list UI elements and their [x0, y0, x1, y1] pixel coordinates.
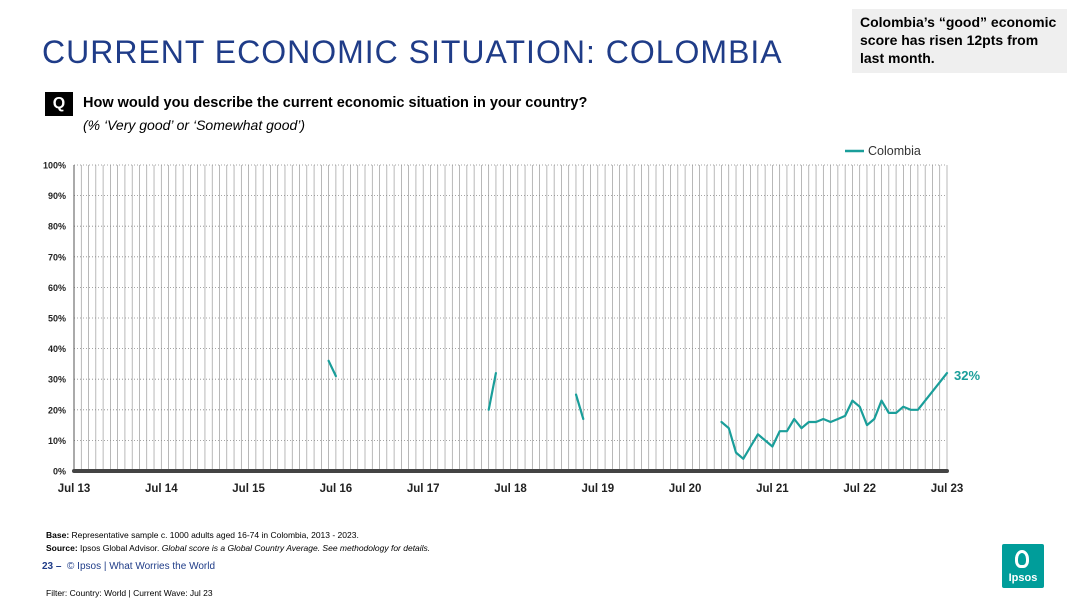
question-subtitle: (% ‘Very good’ or ‘Somewhat good’): [83, 117, 306, 133]
x-tick-label: Jul 15: [232, 483, 265, 495]
source-text: Ipsos Global Advisor.: [80, 543, 160, 553]
line-chart: 0% 10% 20% 30% 40% 50% 60% 70% 80% 90% 100% Jul 13 J…: [43, 144, 980, 496]
x-tick-label: Jul 18: [494, 483, 527, 495]
chart-axes: 0% 10% 20% 30% 40% 50% 60% 70% 80% 90% 100% Jul 13 J…: [43, 161, 963, 496]
page-footer-text: © Ipsos | What Worries the World: [67, 561, 216, 572]
series-line-colombia: [720, 372, 949, 460]
chart-legend: Colombia: [845, 144, 921, 158]
page-number: 23 –: [42, 561, 62, 572]
x-tick-label: Jul 17: [407, 483, 440, 495]
y-tick-label: 50%: [48, 314, 66, 324]
x-tick-label: Jul 20: [669, 483, 702, 495]
y-tick-label: 100%: [43, 161, 66, 171]
x-tick-label: Jul 14: [145, 483, 178, 495]
base-text: Representative sample c. 1000 adults age…: [71, 530, 359, 540]
series-line-colombia: [487, 372, 497, 411]
y-tick-label: 10%: [48, 436, 66, 446]
y-tick-label: 90%: [48, 191, 66, 201]
x-tick-label: Jul 13: [58, 483, 91, 495]
chart-series: [327, 359, 949, 460]
chart-grid: [73, 164, 948, 471]
y-tick-label: 20%: [48, 405, 66, 415]
x-tick-label: Jul 23: [931, 483, 964, 495]
y-tick-label: 80%: [48, 222, 66, 232]
ipsos-logo: Ipsos: [1002, 544, 1044, 588]
series-line-colombia: [327, 359, 337, 378]
y-tick-label: 30%: [48, 375, 66, 385]
y-tick-label: 0%: [53, 467, 66, 477]
page-title: CURRENT ECONOMIC SITUATION: COLOMBIA: [42, 34, 783, 70]
logo-mark-icon: [1015, 550, 1029, 568]
footnote-base: Base: Representative sample c. 1000 adul…: [46, 530, 359, 540]
y-tick-label: 60%: [48, 283, 66, 293]
filter-note: Filter: Country: World | Current Wave: J…: [46, 588, 213, 598]
series-line-colombia: [574, 393, 585, 421]
footnote-source: Source: Ipsos Global Advisor. Global sco…: [46, 543, 430, 553]
source-note: Global score is a Global Country Average…: [161, 543, 431, 553]
y-tick-label: 40%: [48, 344, 66, 354]
question-badge: Q: [45, 92, 73, 116]
question-text: How would you describe the current econo…: [83, 95, 588, 111]
y-tick-label: 70%: [48, 252, 66, 262]
x-tick-label: Jul 21: [756, 483, 789, 495]
page-footer: 23 – © Ipsos | What Worries the World: [42, 561, 215, 572]
source-label: Source:: [46, 543, 78, 553]
end-value-label: 32%: [954, 368, 980, 383]
logo-text: Ipsos: [1008, 572, 1038, 584]
legend-label-colombia: Colombia: [868, 144, 921, 158]
x-tick-label: Jul 16: [320, 483, 353, 495]
callout-box: Colombia’s “good” economic score has ris…: [852, 9, 1067, 73]
x-tick-label: Jul 19: [581, 483, 614, 495]
x-tick-label: Jul 22: [843, 483, 876, 495]
base-label: Base:: [46, 530, 70, 540]
